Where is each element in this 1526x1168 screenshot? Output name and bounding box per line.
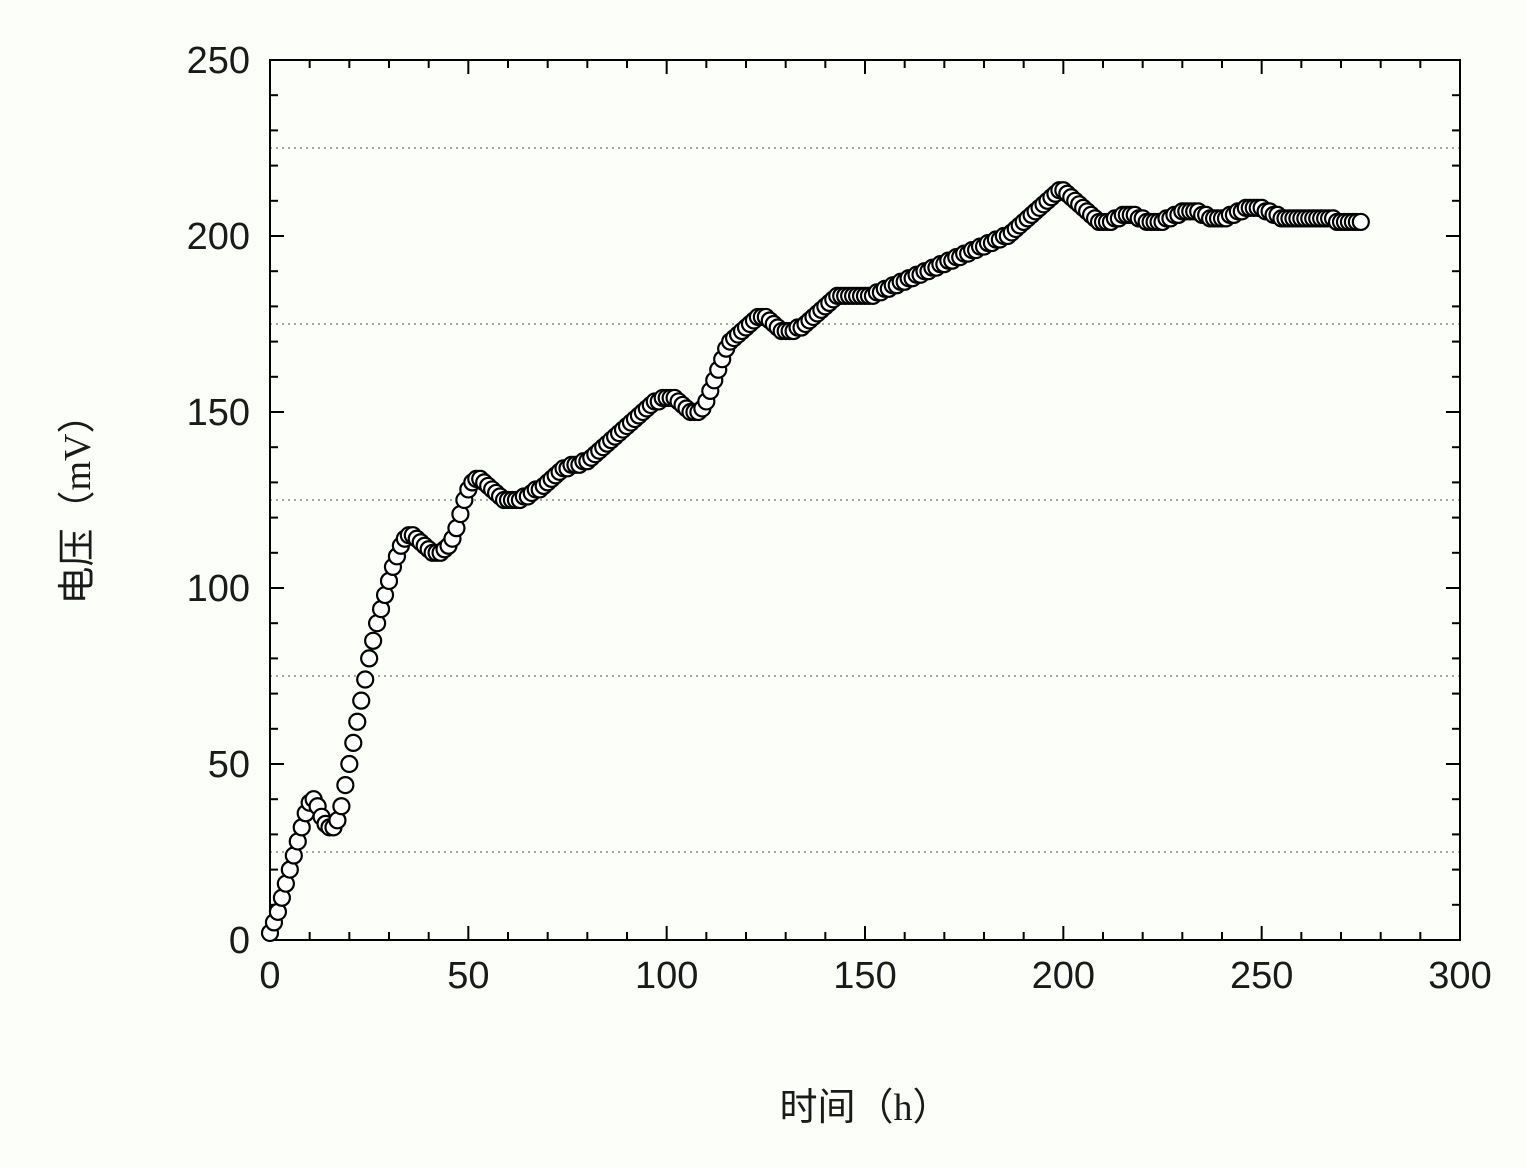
x-tick-label: 150: [833, 955, 896, 997]
x-tick-label: 300: [1428, 955, 1491, 997]
x-tick-label: 50: [447, 955, 489, 997]
data-point: [337, 777, 353, 793]
y-tick-label: 50: [208, 744, 250, 786]
chart-container: 0 50 100 150 200 250 300 0 50 100 150 200 250 电压（mV） 时…: [0, 0, 1526, 1168]
y-tick-label: 100: [187, 568, 250, 610]
y-tick-label: 0: [229, 920, 250, 962]
y-tick-label: 150: [187, 392, 250, 434]
data-point: [341, 756, 357, 772]
data-point: [361, 650, 377, 666]
x-tick-label: 200: [1032, 955, 1095, 997]
data-point: [349, 714, 365, 730]
data-point: [357, 672, 373, 688]
x-axis-label: 时间（h）: [779, 1087, 950, 1129]
data-point: [1353, 214, 1369, 230]
x-tick-label: 250: [1230, 955, 1293, 997]
voltage-time-chart: 0 50 100 150 200 250 300 0 50 100 150 200 250 电压（mV） 时…: [0, 0, 1526, 1168]
data-point: [345, 735, 361, 751]
data-point: [333, 798, 349, 814]
data-point: [353, 693, 369, 709]
data-point: [365, 633, 381, 649]
x-tick-label: 0: [259, 955, 280, 997]
x-tick-label: 100: [635, 955, 698, 997]
y-axis-label: 电压（mV）: [57, 395, 99, 604]
y-tick-label: 250: [187, 40, 250, 82]
y-tick-label: 200: [187, 216, 250, 258]
